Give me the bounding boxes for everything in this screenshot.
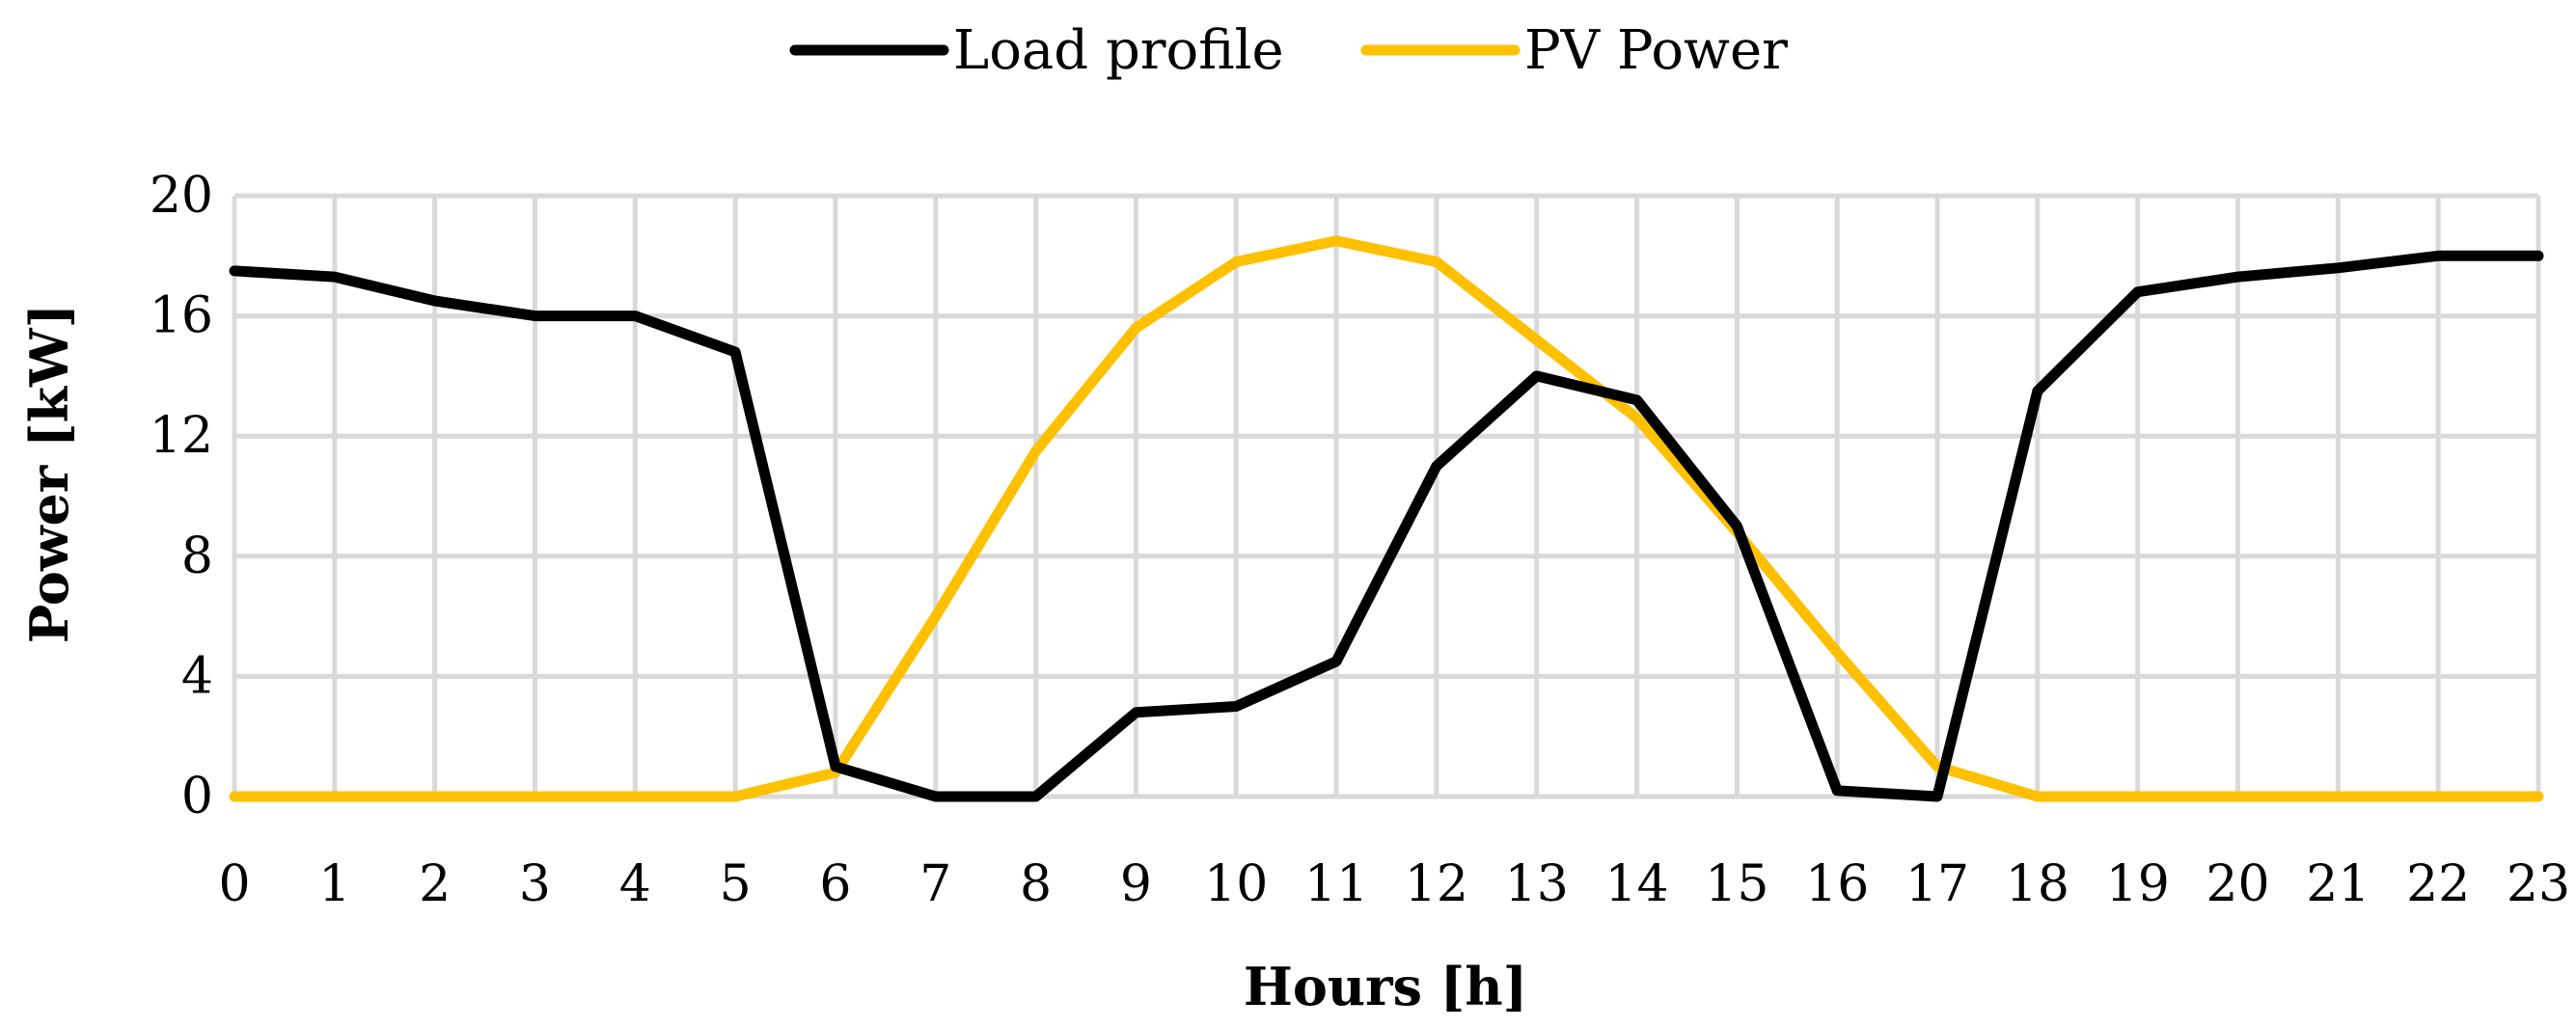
y-axis-title: Power [kW] bbox=[18, 304, 80, 643]
x-tick-label: 4 bbox=[619, 855, 651, 913]
x-tick-label: 2 bbox=[419, 855, 451, 913]
x-tick-label: 5 bbox=[720, 855, 752, 913]
x-tick-label: 19 bbox=[2106, 855, 2170, 913]
legend: Load profile PV Power bbox=[789, 19, 1788, 82]
x-tick-label: 9 bbox=[1120, 855, 1152, 913]
x-tick-label: 16 bbox=[1805, 855, 1869, 913]
series-line-pv-power bbox=[229, 235, 2544, 802]
x-tick-label: 17 bbox=[1905, 855, 1969, 913]
y-axis-tick-labels: 0 4 8 12 16 20 bbox=[150, 167, 213, 825]
y-tick-label: 4 bbox=[181, 647, 213, 705]
series-lines bbox=[229, 235, 2544, 802]
y-tick-label: 20 bbox=[150, 167, 213, 225]
x-tick-label: 14 bbox=[1604, 855, 1668, 913]
x-tick-label: 22 bbox=[2406, 855, 2470, 913]
x-tick-label: 0 bbox=[218, 855, 250, 913]
x-tick-label: 13 bbox=[1505, 855, 1569, 913]
x-axis-tick-labels: 0 1 2 3 4 5 6 7 8 9 10 11 12 13 14 15 16 17 18 19 20 21 22 23 bbox=[218, 855, 2570, 913]
legend-label-pv-power: PV Power bbox=[1524, 19, 1788, 82]
x-tick-label: 6 bbox=[819, 855, 851, 913]
legend-label-load-profile: Load profile bbox=[953, 19, 1284, 82]
x-tick-label: 15 bbox=[1705, 855, 1768, 913]
x-tick-label: 11 bbox=[1304, 855, 1368, 913]
y-tick-label: 8 bbox=[181, 528, 213, 585]
x-axis-title: Hours [h] bbox=[1244, 956, 1527, 1017]
grid bbox=[232, 193, 2541, 799]
y-tick-label: 16 bbox=[150, 287, 213, 345]
x-tick-label: 20 bbox=[2206, 855, 2269, 913]
y-tick-label: 12 bbox=[150, 407, 213, 465]
x-tick-label: 3 bbox=[519, 855, 551, 913]
x-tick-label: 23 bbox=[2507, 855, 2570, 913]
x-tick-label: 18 bbox=[2006, 855, 2069, 913]
x-tick-label: 12 bbox=[1405, 855, 1468, 913]
x-tick-label: 1 bbox=[318, 855, 350, 913]
y-tick-label: 0 bbox=[181, 768, 213, 825]
x-tick-label: 10 bbox=[1204, 855, 1268, 913]
x-tick-label: 8 bbox=[1020, 855, 1052, 913]
series-line-load-profile bbox=[229, 250, 2544, 802]
x-tick-label: 21 bbox=[2306, 855, 2370, 913]
x-tick-label: 7 bbox=[919, 855, 951, 913]
